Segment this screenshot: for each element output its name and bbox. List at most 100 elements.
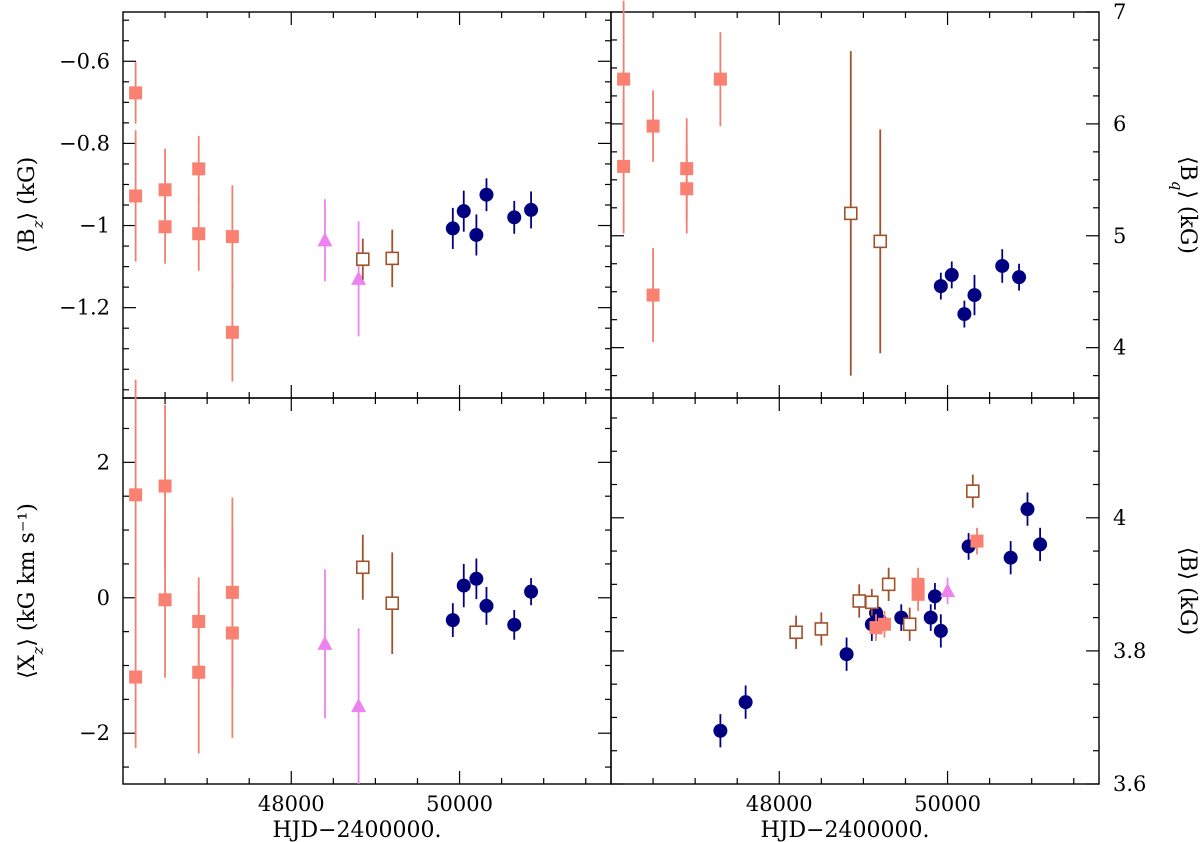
panel-frame: [610, 11, 1100, 399]
data-point-circle: [456, 578, 471, 593]
series-navy-circles: [445, 558, 539, 640]
series-brown-open-squares: [789, 474, 980, 649]
series-brown-open-squares: [843, 51, 888, 376]
series-navy-circles: [445, 178, 539, 256]
data-point-square: [158, 479, 172, 493]
data-point-square: [192, 227, 206, 241]
series-brown-open-squares: [355, 534, 400, 654]
data-point-square: [713, 72, 727, 86]
data-point-open-square: [355, 252, 370, 267]
data-point-square: [225, 325, 239, 339]
data-point-square: [646, 119, 660, 133]
data-point-open-square: [385, 596, 400, 610]
y-axis-label: ⟨B⟩ (kG): [1175, 547, 1200, 635]
data-point-square: [192, 162, 206, 176]
y-tick-label: 3.8: [1113, 639, 1146, 663]
y-tick-label: 3.6: [1113, 772, 1146, 796]
data-point-circle: [445, 221, 460, 236]
series-violet-triangles: [317, 569, 367, 784]
y-tick-label: 6: [1113, 112, 1126, 136]
panel-frame: [610, 397, 1100, 785]
panel-frame: [122, 11, 612, 399]
data-point-circle: [1033, 537, 1048, 552]
x-axis-label: HJD−2400000.: [760, 818, 929, 842]
data-point-square: [646, 288, 660, 302]
y-tick-label: −2: [79, 721, 110, 745]
data-point-open-square: [385, 251, 400, 266]
y-tick-label: 4: [1113, 506, 1126, 530]
data-point-square: [680, 182, 694, 196]
data-point-circle: [1003, 550, 1018, 565]
y-tick-label: 0: [97, 586, 110, 610]
series-salmon-filled-squares: [617, 0, 727, 343]
x-axis-label: HJD−2400000.: [272, 818, 441, 842]
data-point-circle: [445, 613, 460, 628]
series-violet-triangles: [940, 577, 956, 605]
data-point-circle: [713, 723, 728, 738]
data-point-square: [158, 593, 172, 607]
data-point-triangle: [317, 232, 333, 247]
data-point-square: [129, 86, 143, 100]
data-point-square: [970, 534, 984, 548]
data-point-square: [617, 159, 631, 173]
y-axis-label: ⟨Bz⟩ (kG): [15, 157, 47, 253]
y-axis-label: ⟨Bq⟩ (kG): [1168, 156, 1200, 254]
data-point-square: [192, 665, 206, 679]
data-point-open-square: [355, 560, 370, 575]
data-point-circle: [507, 617, 522, 632]
series-salmon-filled-squares: [869, 527, 984, 641]
data-point-square: [617, 72, 631, 86]
series-navy-circles: [933, 249, 1027, 328]
data-point-open-square: [881, 577, 896, 592]
panels-group: −0.6 −0.8 −1 −1.2 ⟨Bz⟩ (kG) 4 5 6 7 ⟨Bq⟩ (kG) 2 0 −2…: [15, 0, 1200, 842]
data-point-circle: [995, 258, 1010, 273]
data-point-open-square: [843, 206, 858, 221]
data-point-circle: [957, 307, 972, 322]
y-axis-label: ⟨Xz⟩ (kG km s⁻¹): [15, 503, 47, 679]
data-point-square: [129, 488, 143, 502]
x-tick-label: 48000: [258, 792, 325, 816]
data-point-circle: [839, 647, 854, 662]
data-point-circle: [524, 202, 539, 217]
data-point-square: [877, 617, 891, 631]
data-point-circle: [479, 598, 494, 613]
data-point-open-square: [902, 617, 917, 632]
series-salmon-filled-squares: [129, 379, 239, 754]
data-point-square: [129, 189, 143, 203]
y-tick-label: 2: [97, 450, 110, 474]
data-point-open-square: [852, 594, 867, 608]
series-brown-open-squares: [355, 229, 400, 288]
data-point-triangle: [317, 635, 333, 650]
y-tick-label: −1: [79, 214, 110, 238]
panel-top-left: −0.6 −0.8 −1 −1.2 ⟨Bz⟩ (kG): [15, 11, 612, 399]
data-point-circle: [933, 279, 948, 294]
series-violet-triangles: [317, 199, 367, 337]
data-point-circle: [1012, 270, 1027, 285]
y-tick-label: 4: [1113, 336, 1126, 360]
data-point-open-square: [814, 622, 829, 636]
data-point-circle: [738, 695, 753, 710]
data-point-square: [225, 230, 239, 244]
data-point-circle: [507, 210, 522, 225]
data-point-circle: [479, 187, 494, 202]
data-point-triangle: [351, 270, 367, 285]
x-tick-label: 48000: [746, 792, 813, 816]
data-point-circle: [933, 623, 948, 638]
data-point-square: [129, 670, 143, 684]
y-tick-label: 7: [1113, 0, 1126, 24]
data-point-open-square: [873, 234, 888, 249]
data-point-circle: [469, 227, 484, 242]
panel-top-right: 4 5 6 7 ⟨Bq⟩ (kG): [610, 0, 1200, 399]
data-point-open-square: [789, 625, 803, 640]
data-point-square: [225, 626, 239, 640]
y-tick-label: −0.6: [59, 49, 110, 73]
data-point-circle: [469, 571, 484, 586]
data-point-circle: [944, 267, 959, 282]
y-tick-label: 5: [1113, 224, 1126, 248]
data-point-circle: [1020, 502, 1035, 517]
data-point-triangle: [940, 583, 956, 597]
data-point-circle: [923, 610, 938, 625]
